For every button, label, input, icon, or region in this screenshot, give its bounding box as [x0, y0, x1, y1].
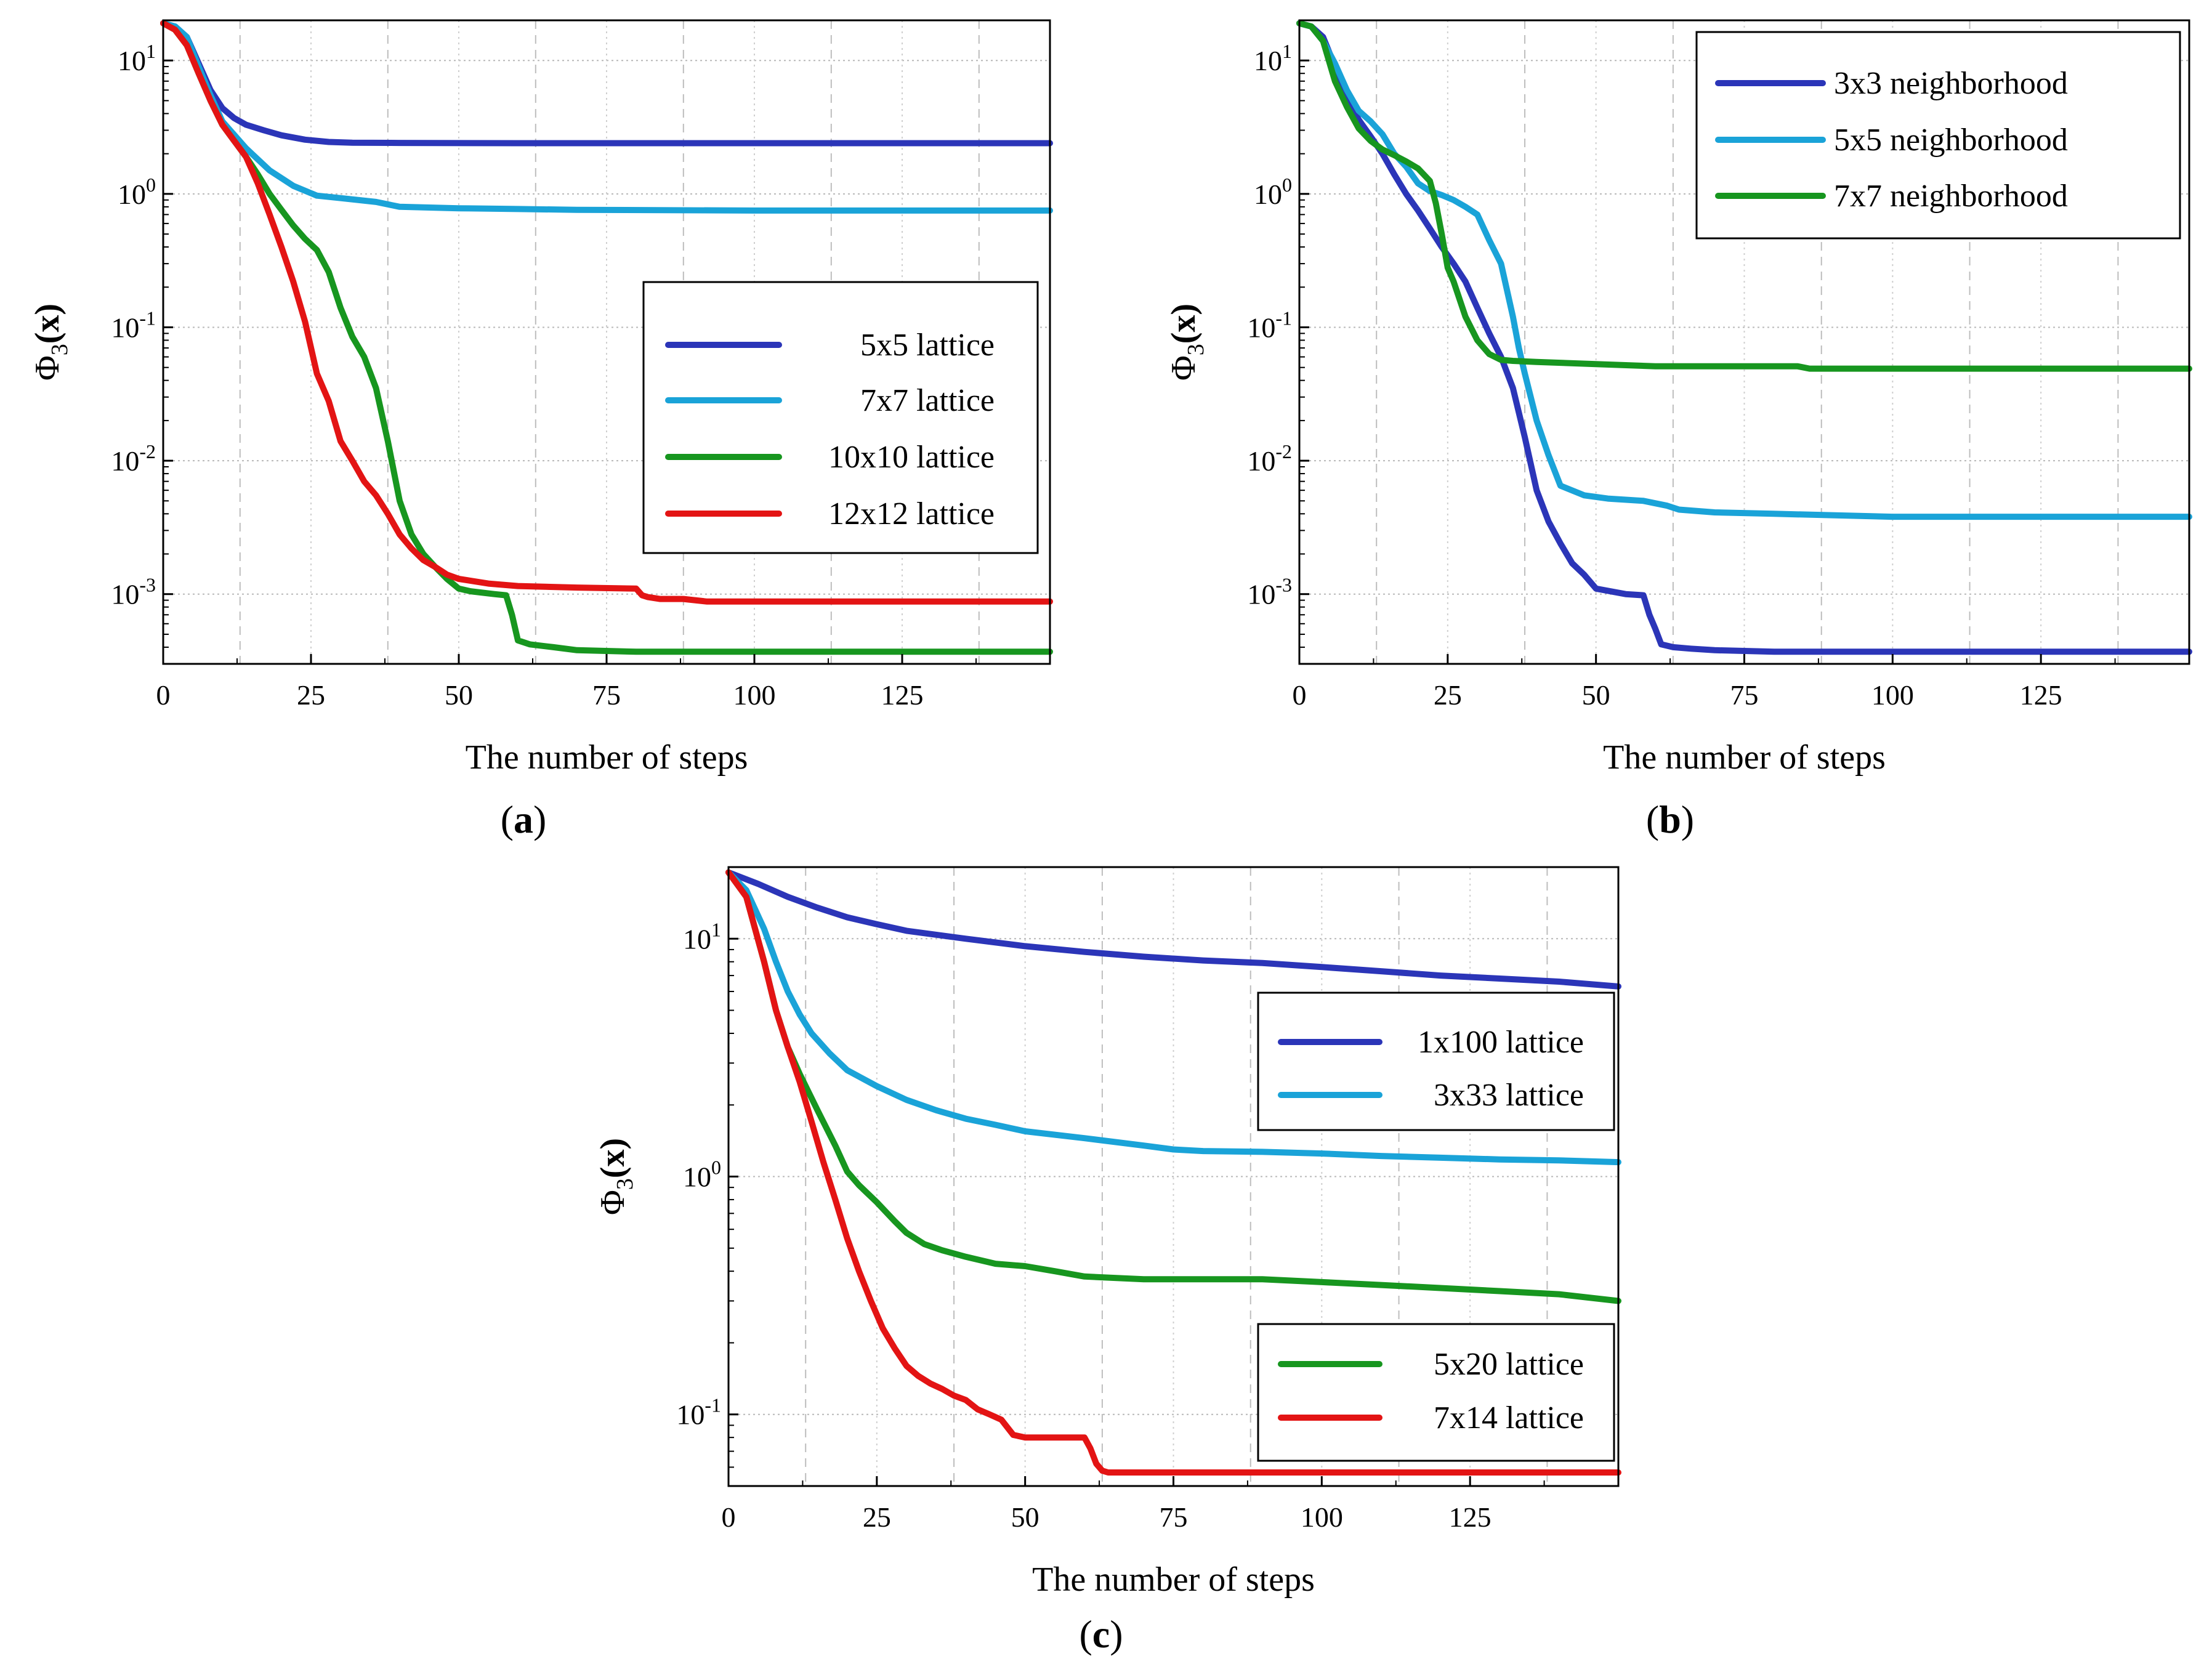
x-tick-label: 50	[1582, 679, 1610, 711]
x-tick-label: 50	[1011, 1501, 1039, 1533]
legend-label: 3x33 lattice	[1434, 1078, 1584, 1113]
panel-caption: (c)	[1079, 1612, 1123, 1656]
legend: 1x100 lattice 3x33 lattice	[1257, 991, 1615, 1131]
y-tick-label: 10-1	[676, 1394, 721, 1431]
y-tick-label: 101	[1254, 40, 1292, 76]
chart-c: 0 25 50 75 100 125 101 100 10-1 The number of ste…	[594, 866, 1621, 1656]
y-tick-label: 10-3	[111, 574, 156, 610]
series-line-7x14-lattice	[725, 869, 1621, 1476]
series-line-7x7-neighborhood	[1296, 20, 2192, 372]
y-tick-label: 101	[683, 918, 721, 955]
legend-box	[1257, 1323, 1615, 1462]
legend-label: 5x20 lattice	[1434, 1347, 1584, 1382]
y-axis-label: Φ3(x)	[594, 1138, 638, 1215]
x-axis-label: The number of steps	[466, 738, 748, 777]
legend-label: 12x12 lattice	[828, 496, 995, 531]
x-axis-label: The number of steps	[1603, 738, 1886, 777]
chart-b: 0 25 50 75 100 125 101 100 10-1 10-2 10-3 The numbe…	[1165, 19, 2192, 841]
x-tick-label: 100	[1871, 679, 1914, 711]
series-line-5x5-lattice	[160, 20, 1053, 147]
series-line-5x5-neighborhood	[1296, 20, 2192, 520]
y-tick-label: 100	[118, 174, 156, 210]
y-tick-label: 10-3	[1247, 574, 1292, 610]
legend-box	[1257, 991, 1615, 1131]
series-line-12x12-lattice	[160, 20, 1053, 605]
x-tick-label: 100	[733, 679, 776, 711]
panel-caption: (b)	[1646, 798, 1694, 841]
chart-a: 0 25 50 75 100 125 101 100 10-1 10-2 10-3 The numbe…	[28, 19, 1053, 841]
legend-box	[1695, 31, 2181, 240]
y-tick-label: 10-2	[1247, 440, 1292, 477]
y-tick-label: 10-1	[1247, 307, 1292, 343]
y-tick-label: 10-1	[111, 307, 156, 343]
y-tick-label: 100	[683, 1157, 721, 1193]
legend: 3x3 neighborhood 5x5 neighborhood 7x7 neig…	[1695, 31, 2181, 240]
x-tick-label: 75	[1160, 1501, 1188, 1533]
x-tick-label: 25	[297, 679, 325, 711]
x-tick-label: 125	[881, 679, 924, 711]
x-tick-label: 0	[722, 1501, 736, 1533]
legend-label: 10x10 lattice	[828, 440, 995, 475]
x-axis-label: The number of steps	[1032, 1561, 1315, 1599]
legend-label: 7x7 neighborhood	[1834, 179, 2068, 214]
legend-label: 5x5 lattice	[860, 328, 995, 363]
series-line-1x100-lattice	[725, 869, 1621, 990]
x-tick-label: 50	[445, 679, 473, 711]
series-line-3x33-lattice	[725, 869, 1621, 1166]
x-tick-label: 25	[863, 1501, 891, 1533]
legend-label: 7x14 lattice	[1434, 1400, 1584, 1436]
y-tick-label: 10-2	[111, 440, 156, 477]
x-tick-label: 0	[156, 679, 171, 711]
legend: 5x20 lattice 7x14 lattice	[1257, 1323, 1615, 1462]
y-tick-label: 101	[118, 40, 156, 76]
x-tick-label: 0	[1293, 679, 1307, 711]
legend-label: 7x7 lattice	[860, 383, 995, 418]
x-tick-label: 125	[2020, 679, 2062, 711]
panel-caption: (a)	[501, 798, 547, 841]
x-tick-label: 75	[592, 679, 621, 711]
y-tick-label: 100	[1254, 174, 1292, 210]
legend: 5x5 lattice 7x7 lattice 10x10 lattice 12x12…	[642, 281, 1039, 554]
x-tick-label: 75	[1730, 679, 1759, 711]
legend-label: 1x100 lattice	[1418, 1025, 1584, 1060]
legend-label: 3x3 neighborhood	[1834, 66, 2068, 101]
x-tick-label: 125	[1449, 1501, 1492, 1533]
legend-box	[642, 281, 1039, 554]
y-axis-label: Φ3(x)	[28, 304, 73, 381]
x-tick-label: 25	[1434, 679, 1462, 711]
legend-label: 5x5 neighborhood	[1834, 123, 2068, 158]
x-tick-label: 100	[1301, 1501, 1343, 1533]
y-axis-label: Φ3(x)	[1165, 304, 1209, 381]
